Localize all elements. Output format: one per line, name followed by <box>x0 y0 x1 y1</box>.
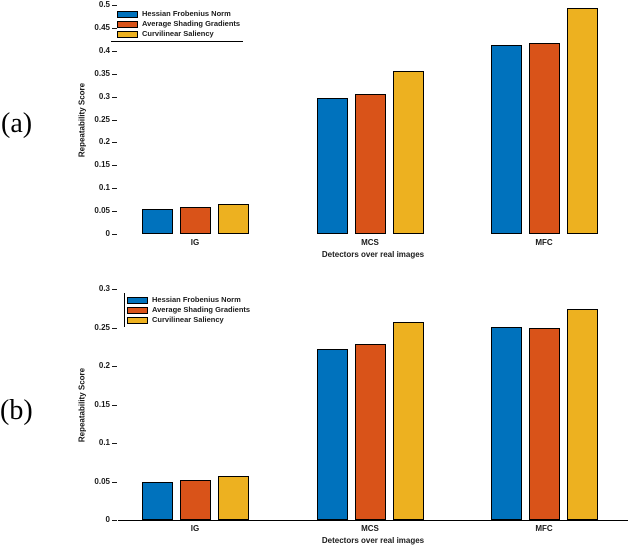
bar <box>392 322 424 520</box>
bar <box>217 204 249 234</box>
bar <box>490 44 522 234</box>
y-tick-label: 0.25 <box>94 322 110 332</box>
category-label: MCS <box>361 524 379 533</box>
y-tick-label: 0.15 <box>94 399 110 409</box>
bar <box>179 479 211 520</box>
legend-label: Average Shading Gradients <box>142 19 241 29</box>
bar <box>141 209 173 234</box>
y-tick-label: 0.3 <box>98 91 110 101</box>
legend-swatch <box>127 296 148 304</box>
legend-label: Hessian Frobenius Norm <box>142 9 231 19</box>
y-tick-label: 0.5 <box>98 0 110 9</box>
category-label: MFC <box>535 524 553 533</box>
legend-label: Average Shading Gradients <box>152 305 251 315</box>
y-tick-label: 0.35 <box>94 68 110 78</box>
y-tick-mark <box>112 97 117 98</box>
category-label: MFC <box>535 238 553 247</box>
y-tick-label: 0.3 <box>98 284 110 293</box>
bar <box>490 326 522 520</box>
bar <box>316 349 348 520</box>
y-tick-mark <box>112 289 117 290</box>
legend: Hessian Frobenius Norm Average Shading Gr… <box>124 293 256 327</box>
y-tick-label: 0.25 <box>94 114 110 124</box>
y-tick-label: 0.1 <box>98 183 110 193</box>
y-tick-label: 0.05 <box>94 476 110 486</box>
legend-item: Hessian Frobenius Norm <box>117 9 243 19</box>
legend-item: Curvilinear Saliency <box>127 315 256 325</box>
legend-label: Curvilinear Saliency <box>152 315 224 325</box>
category-label: IG <box>190 524 200 533</box>
bar <box>354 344 386 520</box>
bar <box>141 482 173 520</box>
y-tick-label: 0.1 <box>98 438 110 447</box>
panel-label-b: (b) <box>0 395 33 426</box>
y-tick-label: 0.05 <box>94 206 110 216</box>
category-label: IG <box>190 238 200 247</box>
y-tick-mark <box>112 28 117 29</box>
bar <box>179 207 211 234</box>
y-tick-mark <box>112 234 117 235</box>
bar <box>316 97 348 234</box>
y-tick-mark <box>112 405 117 406</box>
category-label: MCS <box>361 238 379 247</box>
x-axis-label: Detectors over real images <box>321 536 425 545</box>
bar <box>354 94 386 234</box>
legend-swatch <box>117 10 138 18</box>
legend-swatch <box>117 30 138 38</box>
y-tick-mark <box>112 328 117 329</box>
y-tick-label: 0 <box>105 515 110 524</box>
legend-label: Curvilinear Saliency <box>142 29 214 39</box>
y-tick-mark <box>112 482 117 483</box>
y-tick-mark <box>112 188 117 189</box>
y-tick-mark <box>112 51 117 52</box>
y-tick-mark <box>112 74 117 75</box>
bar <box>566 309 598 520</box>
bar <box>528 328 560 520</box>
y-tick-mark <box>112 165 117 166</box>
chart-a: Repeatability Score 0 0.05 0.1 0.15 0.2 0.25 0.… <box>78 0 598 259</box>
y-tick-mark <box>112 142 117 143</box>
legend-item: Curvilinear Saliency <box>117 29 243 39</box>
y-tick-label: 0.45 <box>94 22 110 32</box>
y-tick-label: 0.2 <box>98 137 110 147</box>
y-tick-mark <box>112 120 117 121</box>
y-tick-label: 0.4 <box>98 45 110 55</box>
bar <box>217 476 249 520</box>
y-tick-label: 0.15 <box>94 160 110 170</box>
y-tick-mark <box>112 520 117 521</box>
x-axis-label: Detectors over real images <box>321 250 425 259</box>
legend-item: Average Shading Gradients <box>117 19 243 29</box>
bar <box>566 8 598 234</box>
y-tick-mark <box>112 443 117 444</box>
legend-swatch <box>127 306 148 314</box>
y-tick-label: 0 <box>105 229 110 238</box>
x-axis-line <box>118 519 628 521</box>
y-tick-mark <box>112 366 117 367</box>
y-tick-mark <box>112 5 117 6</box>
panel-label-a: (a) <box>1 108 33 139</box>
legend: Hessian Frobenius Norm Average Shading Gr… <box>111 9 243 42</box>
chart-b: Repeatability Score 0 0.05 0.1 0.15 0.2 0.25 0.… <box>0 275 630 548</box>
bar <box>392 71 424 234</box>
legend-swatch <box>127 316 148 324</box>
y-tick-label: 0.2 <box>98 361 110 370</box>
legend-swatch <box>117 20 138 28</box>
bar <box>528 42 560 234</box>
legend-label: Hessian Frobenius Norm <box>152 295 241 305</box>
y-tick-mark <box>112 211 117 212</box>
legend-item: Hessian Frobenius Norm <box>127 295 256 305</box>
legend-item: Average Shading Gradients <box>127 305 256 315</box>
